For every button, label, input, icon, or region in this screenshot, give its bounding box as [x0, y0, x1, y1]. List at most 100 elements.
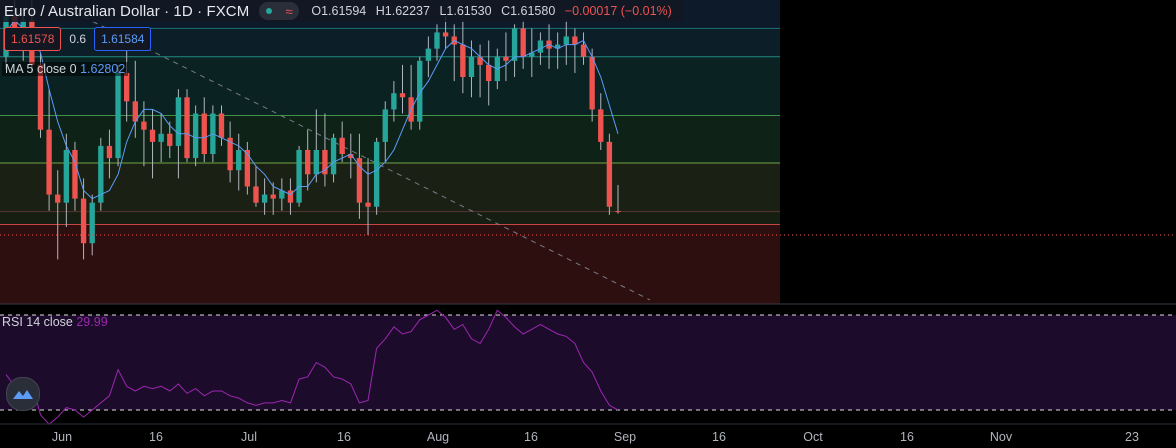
candle-body [218, 113, 225, 138]
candle-body [313, 149, 319, 175]
candle-body [572, 36, 578, 45]
candle-body [167, 133, 173, 146]
time-axis-label: Jul [241, 430, 257, 444]
candle-body [11, 16, 18, 33]
change-value: −0.00017 (−0.01%) [564, 4, 672, 18]
candle-body [580, 44, 587, 57]
candle-body [175, 97, 182, 146]
candle-body [244, 149, 251, 187]
candle-body [486, 64, 492, 82]
candle-body [141, 121, 147, 130]
time-axis-label: 16 [524, 430, 538, 444]
candle-body [442, 32, 449, 37]
ma-label: MA 5 close 0 [5, 62, 77, 76]
candle-body [124, 72, 130, 102]
ma-legend[interactable]: MA 5 close 0 1.62802 [2, 62, 129, 76]
buy-button[interactable]: 1.61584 [94, 27, 152, 51]
candle-body [115, 72, 121, 159]
time-axis-label: Oct [803, 430, 823, 444]
rsi-band-fill [0, 315, 1176, 410]
candle-body [55, 194, 61, 203]
candle-body [554, 44, 561, 49]
high-value: H1.62237 [375, 4, 430, 18]
candle-body [227, 137, 233, 171]
candle-body [339, 137, 345, 155]
open-value: O1.61594 [311, 4, 367, 18]
candle-body [382, 109, 388, 142]
ma-line [5, 19, 619, 200]
candle-body [598, 109, 604, 142]
ohlc-values: O1.61594 H1.62237 L1.61530 C1.61580 −0.0… [311, 4, 677, 18]
candle-body [511, 28, 518, 61]
trade-buttons: 1.61578 0.6 1.61584 [4, 27, 152, 51]
candle-body [184, 97, 190, 159]
close-value: C1.61580 [501, 4, 556, 18]
candle-body [63, 149, 70, 203]
candle-body [373, 141, 380, 207]
symbol-header[interactable]: Euro / Australian Dollar · 1D · FXCM ≈ O… [0, 0, 684, 22]
candle-body [89, 202, 95, 244]
candle-body [98, 145, 104, 203]
candle-body [356, 158, 363, 203]
wave-icon: ≈ [285, 3, 293, 19]
logo-mark [13, 390, 33, 399]
candle-body [615, 211, 621, 213]
candle-body [330, 137, 337, 175]
candle-body [391, 93, 397, 110]
time-axis-label: Jun [51, 430, 73, 444]
horizontal-levels [0, 27, 780, 226]
price-zone [0, 211, 780, 225]
candle-body [270, 194, 276, 199]
candle-body [529, 52, 535, 57]
candle-body [606, 141, 613, 207]
price-zone [0, 162, 780, 212]
price-zone [0, 224, 780, 304]
candle-body [296, 149, 302, 203]
candle-body [537, 40, 544, 53]
status-pill[interactable]: ≈ [259, 2, 300, 20]
low-value: L1.61530 [439, 4, 492, 18]
candle-body [80, 198, 87, 244]
candle-body [158, 133, 164, 142]
candle-body [322, 149, 328, 175]
rsi-legend[interactable]: RSI 14 close 29.99 [2, 315, 108, 329]
candle-body [46, 129, 52, 195]
candle-body [149, 129, 156, 142]
candle-body [503, 56, 509, 61]
candle-body [287, 190, 294, 203]
candle-body [417, 60, 423, 122]
candle-body [434, 32, 440, 49]
time-axis-label: 16 [712, 430, 726, 444]
candle-body [253, 186, 259, 203]
candle-body [279, 190, 285, 199]
time-axis-label: Nov [989, 430, 1013, 444]
time-axis-label: 16 [900, 430, 914, 444]
price-zone [0, 56, 780, 116]
candle-body [236, 149, 242, 171]
tradingview-logo-icon[interactable] [6, 377, 40, 411]
trend-line[interactable] [65, 7, 651, 301]
rsi-value: 29.99 [76, 315, 108, 329]
sell-button[interactable]: 1.61578 [4, 27, 62, 51]
candle-body [132, 101, 138, 122]
candle-body [106, 145, 113, 159]
candle-body [399, 93, 406, 98]
spread-value: 0.6 [69, 32, 87, 46]
candle-body [305, 149, 311, 175]
candle-body [72, 149, 78, 199]
time-axis-label: 23 [1125, 430, 1139, 444]
time-axis-label: Sep [613, 430, 637, 444]
candle-body [589, 56, 595, 110]
candle-body [37, 64, 44, 130]
candle-body [261, 194, 268, 203]
candle-body [563, 36, 569, 45]
rsi-label: RSI 14 close [2, 315, 73, 329]
time-axis-label: 16 [337, 430, 351, 444]
candle-body [468, 56, 475, 78]
symbol-title[interactable]: Euro / Australian Dollar · 1D · FXCM [4, 2, 250, 20]
candle-body [520, 28, 526, 57]
rsi-line [5, 309, 619, 425]
time-axis-label: Aug [426, 430, 450, 444]
candle-body [365, 202, 371, 207]
